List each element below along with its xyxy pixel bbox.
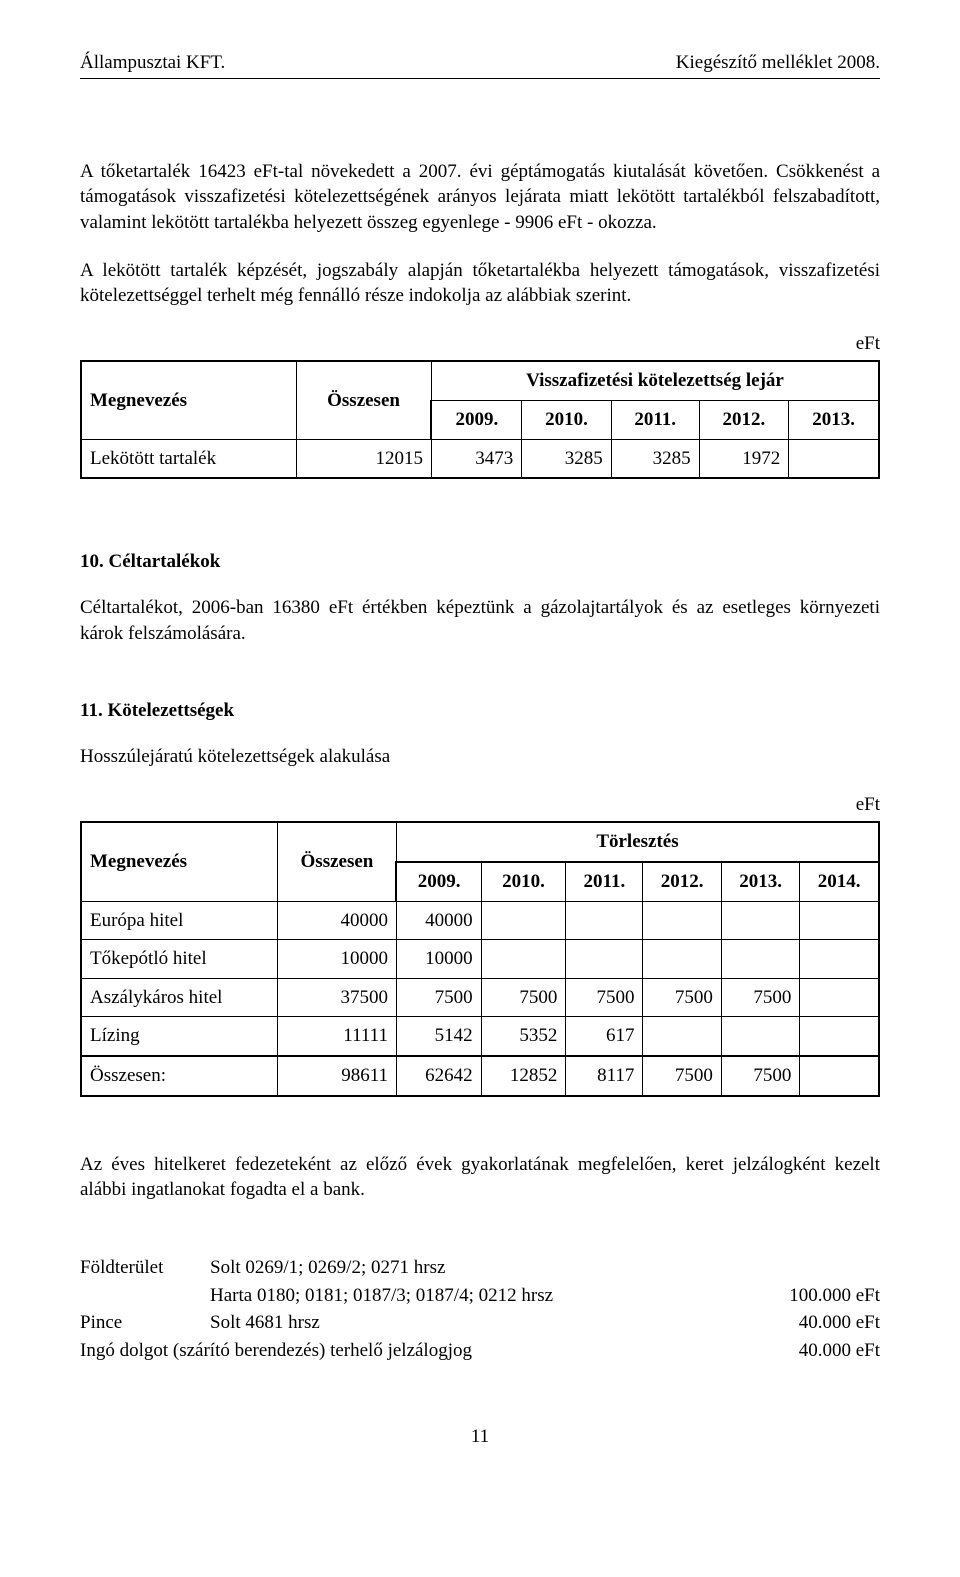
t1-row-2011: 3285 (611, 439, 699, 478)
land-l1-value (759, 1255, 880, 1281)
t2-r2-v3 (566, 940, 643, 979)
t2-r2-v1: 10000 (396, 940, 481, 979)
t2-row-osszesen: Összesen: 98611 62642 12852 8117 7500 75… (81, 1056, 879, 1096)
t1-row-2013 (789, 439, 879, 478)
t2-r1-v3 (566, 901, 643, 940)
land-l3-value: 40.000 eFt (759, 1310, 880, 1336)
table-torlesztes: Megnevezés Összesen Törlesztés 2009. 201… (80, 821, 880, 1096)
t2-year-2010: 2010. (481, 862, 566, 901)
t2-sum-v4: 7500 (643, 1056, 721, 1096)
t2-row-lizing: Lízing 11111 5142 5352 617 (81, 1017, 879, 1056)
paragraph-4: Hosszúlejáratú kötelezettségek alakulása (80, 744, 880, 770)
table-lekotott-tartalek: Megnevezés Összesen Visszafizetési kötel… (80, 360, 880, 479)
header-right: Kiegészítő melléklet 2008. (676, 50, 880, 76)
page-number: 11 (80, 1424, 880, 1450)
t2-r3-v2: 7500 (481, 978, 566, 1017)
t2-r1-v2 (481, 901, 566, 940)
t2-r3-v1: 7500 (396, 978, 481, 1017)
t2-r4-v4 (643, 1017, 721, 1056)
unit-label-1: eFt (80, 331, 880, 357)
t2-row-aszalykaros: Aszálykáros hitel 37500 7500 7500 7500 7… (81, 978, 879, 1017)
t2-sum-osszesen: 98611 (278, 1056, 397, 1096)
t2-r1-v5 (721, 901, 799, 940)
t2-year-2009: 2009. (396, 862, 481, 901)
land-l1-label: Földterület (80, 1255, 210, 1281)
collateral-list: Földterület Solt 0269/1; 0269/2; 0271 hr… (80, 1255, 880, 1364)
t2-sum-label: Összesen: (81, 1056, 278, 1096)
t1-col-osszesen: Összesen (296, 361, 431, 439)
t2-r4-v2: 5352 (481, 1017, 566, 1056)
t2-row-europa: Európa hitel 40000 40000 (81, 901, 879, 940)
t2-sum-v1: 62642 (396, 1056, 481, 1096)
t1-row-2009: 3473 (431, 439, 521, 478)
t1-year-2011: 2011. (611, 401, 699, 440)
t2-r2-osszesen: 10000 (278, 940, 397, 979)
t2-r1-v1: 40000 (396, 901, 481, 940)
t2-year-2012: 2012. (643, 862, 721, 901)
page-header: Állampusztai KFT. Kiegészítő melléklet 2… (80, 50, 880, 79)
t2-r3-v4: 7500 (643, 978, 721, 1017)
t2-r1-v6 (800, 901, 879, 940)
land-l2-text: Harta 0180; 0181; 0187/3; 0187/4; 0212 h… (210, 1283, 759, 1309)
t2-r4-v3: 617 (566, 1017, 643, 1056)
header-left: Állampusztai KFT. (80, 50, 225, 76)
t1-row-2012: 1972 (699, 439, 789, 478)
land-l1-text: Solt 0269/1; 0269/2; 0271 hrsz (210, 1255, 759, 1281)
t2-year-2011: 2011. (566, 862, 643, 901)
paragraph-3: Céltartalékot, 2006-ban 16380 eFt értékb… (80, 595, 880, 646)
t2-r4-v5 (721, 1017, 799, 1056)
t2-r2-v5 (721, 940, 799, 979)
land-l2-value: 100.000 eFt (759, 1283, 880, 1309)
t1-row-label: Lekötött tartalék (81, 439, 296, 478)
t1-col-megnevezes: Megnevezés (81, 361, 296, 439)
t1-year-2009: 2009. (431, 401, 521, 440)
t1-year-2012: 2012. (699, 401, 789, 440)
t1-year-2010: 2010. (522, 401, 612, 440)
t2-r3-v6 (800, 978, 879, 1017)
land-l3-label: Pince (80, 1310, 210, 1336)
t2-row-tokepotlo: Tőkepótló hitel 10000 10000 (81, 940, 879, 979)
t2-r3-v5: 7500 (721, 978, 799, 1017)
unit-label-2: eFt (80, 792, 880, 818)
t2-r1-osszesen: 40000 (278, 901, 397, 940)
t1-row-lekotott: Lekötött tartalék 12015 3473 3285 3285 1… (81, 439, 879, 478)
t2-r2-v4 (643, 940, 721, 979)
t2-r2-v2 (481, 940, 566, 979)
t1-row-2010: 3285 (522, 439, 612, 478)
t2-r1-label: Európa hitel (81, 901, 278, 940)
t2-col-megnevezes: Megnevezés (81, 822, 278, 901)
t2-sum-v5: 7500 (721, 1056, 799, 1096)
t2-col-osszesen: Összesen (278, 822, 397, 901)
paragraph-2: A lekötött tartalék képzését, jogszabály… (80, 258, 880, 309)
t2-sum-v3: 8117 (566, 1056, 643, 1096)
t2-r3-v3: 7500 (566, 978, 643, 1017)
t2-sum-v2: 12852 (481, 1056, 566, 1096)
t2-r4-label: Lízing (81, 1017, 278, 1056)
t2-year-2013: 2013. (721, 862, 799, 901)
t2-r2-label: Tőkepótló hitel (81, 940, 278, 979)
t2-year-2014: 2014. (800, 862, 879, 901)
t2-r4-v6 (800, 1017, 879, 1056)
section-11-title: 11. Kötelezettségek (80, 698, 880, 724)
t1-row-osszesen: 12015 (296, 439, 431, 478)
paragraph-1: A tőketartalék 16423 eFt-tal növekedett … (80, 159, 880, 236)
t2-r3-osszesen: 37500 (278, 978, 397, 1017)
t2-r4-osszesen: 11111 (278, 1017, 397, 1056)
t2-sum-v6 (800, 1056, 879, 1096)
paragraph-5: Az éves hitelkeret fedezeteként az előző… (80, 1152, 880, 1203)
document-page: Állampusztai KFT. Kiegészítő melléklet 2… (0, 0, 960, 1509)
t2-r2-v6 (800, 940, 879, 979)
t2-r1-v4 (643, 901, 721, 940)
land-l3-text: Solt 4681 hrsz (210, 1310, 759, 1336)
t2-col-group: Törlesztés (396, 822, 879, 862)
t1-year-2013: 2013. (789, 401, 879, 440)
t2-r4-v1: 5142 (396, 1017, 481, 1056)
land-l4-text: Ingó dolgot (szárító berendezés) terhelő… (80, 1338, 759, 1364)
t1-col-group: Visszafizetési kötelezettség lejár (431, 361, 879, 400)
land-l2-label (80, 1283, 210, 1309)
t2-r3-label: Aszálykáros hitel (81, 978, 278, 1017)
section-10-title: 10. Céltartalékok (80, 549, 880, 575)
land-l4-value: 40.000 eFt (759, 1338, 880, 1364)
